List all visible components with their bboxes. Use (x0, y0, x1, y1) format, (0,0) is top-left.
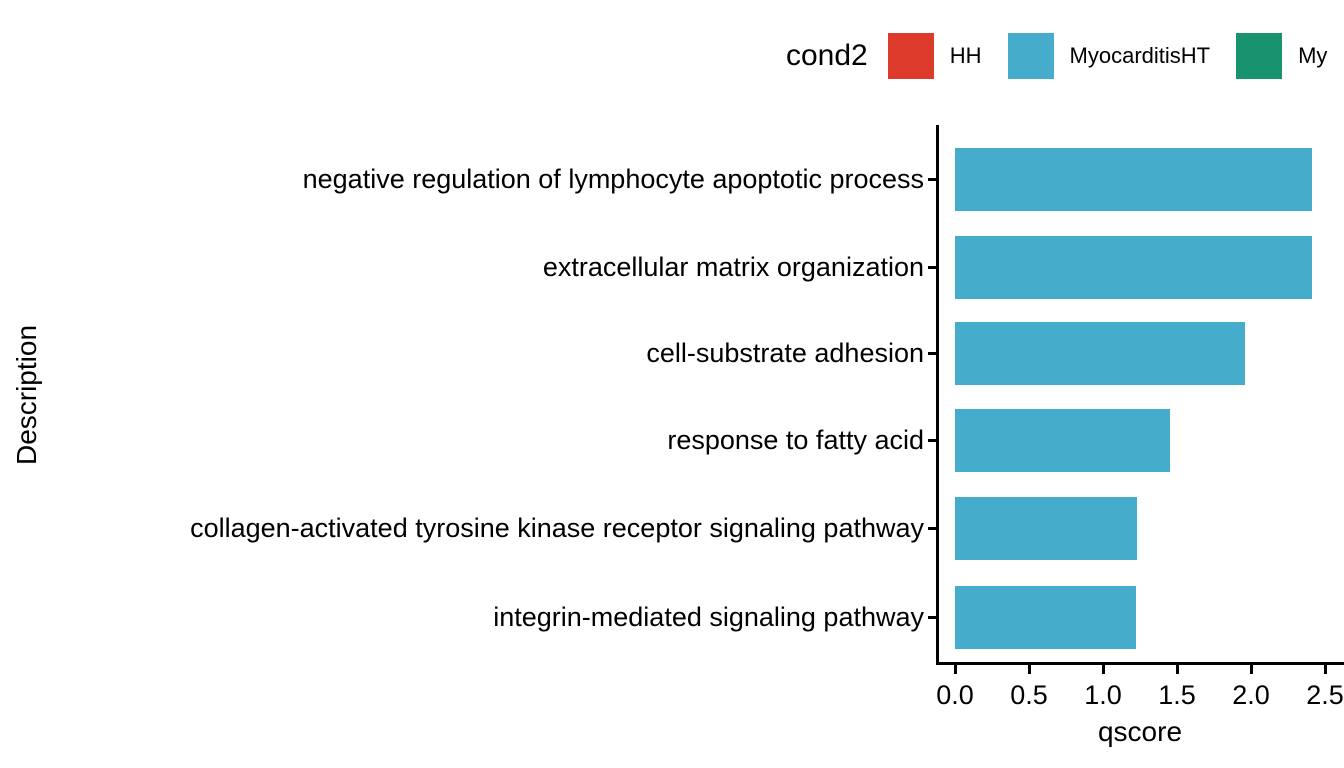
x-tick (1176, 665, 1179, 674)
x-tick (1102, 665, 1105, 674)
legend-title: cond2 (786, 39, 868, 72)
category-label: negative regulation of lymphocyte apopto… (302, 164, 924, 194)
bar (955, 497, 1137, 560)
bar (955, 236, 1312, 299)
y-tick (928, 178, 936, 181)
legend-key-red-swatch (887, 33, 934, 79)
x-tick-label: 1.5 (1158, 680, 1196, 710)
x-tick (1250, 665, 1253, 674)
y-tick (928, 266, 936, 269)
bar (955, 586, 1136, 649)
bar (955, 148, 1312, 211)
legend-item-clipped: My (1236, 33, 1327, 79)
x-tick (954, 665, 957, 674)
category-label: response to fatty acid (667, 425, 924, 455)
x-tick-label: 2.0 (1232, 680, 1270, 710)
x-tick-label: 0.5 (1010, 680, 1048, 710)
x-tick (1324, 665, 1327, 674)
category-label: extracellular matrix organization (542, 252, 924, 282)
legend-label-myocarditisht: MyocarditisHT (1069, 43, 1211, 68)
y-tick (928, 527, 936, 530)
legend-label-hh: HH (949, 43, 982, 68)
bar (955, 322, 1245, 385)
category-label: cell-substrate adhesion (646, 338, 924, 368)
category-label: collagen-activated tyrosine kinase recep… (190, 513, 924, 543)
y-tick (928, 352, 936, 355)
y-axis-line (936, 125, 939, 665)
legend-item-hh: HH (887, 33, 982, 79)
y-tick (928, 439, 936, 442)
bar (955, 409, 1170, 472)
legend-item-myocarditisht: MyocarditisHT (1007, 33, 1211, 79)
y-tick (928, 616, 936, 619)
category-label: integrin-mediated signaling pathway (493, 602, 924, 632)
x-tick (1028, 665, 1031, 674)
x-tick-label: 0.0 (936, 680, 974, 710)
legend-key-blue-swatch (1007, 33, 1054, 79)
y-axis-title: Description (11, 324, 42, 466)
legend-label-clipped: My (1298, 43, 1328, 68)
x-tick-label: 1.0 (1084, 680, 1122, 710)
legend-key-green-swatch (1236, 33, 1283, 79)
x-axis-title: qscore (1097, 716, 1183, 747)
x-tick-label: 2.5 (1306, 680, 1344, 710)
legend: cond2 HH MyocarditisHT My (786, 33, 1327, 79)
x-axis-line (936, 662, 1344, 665)
